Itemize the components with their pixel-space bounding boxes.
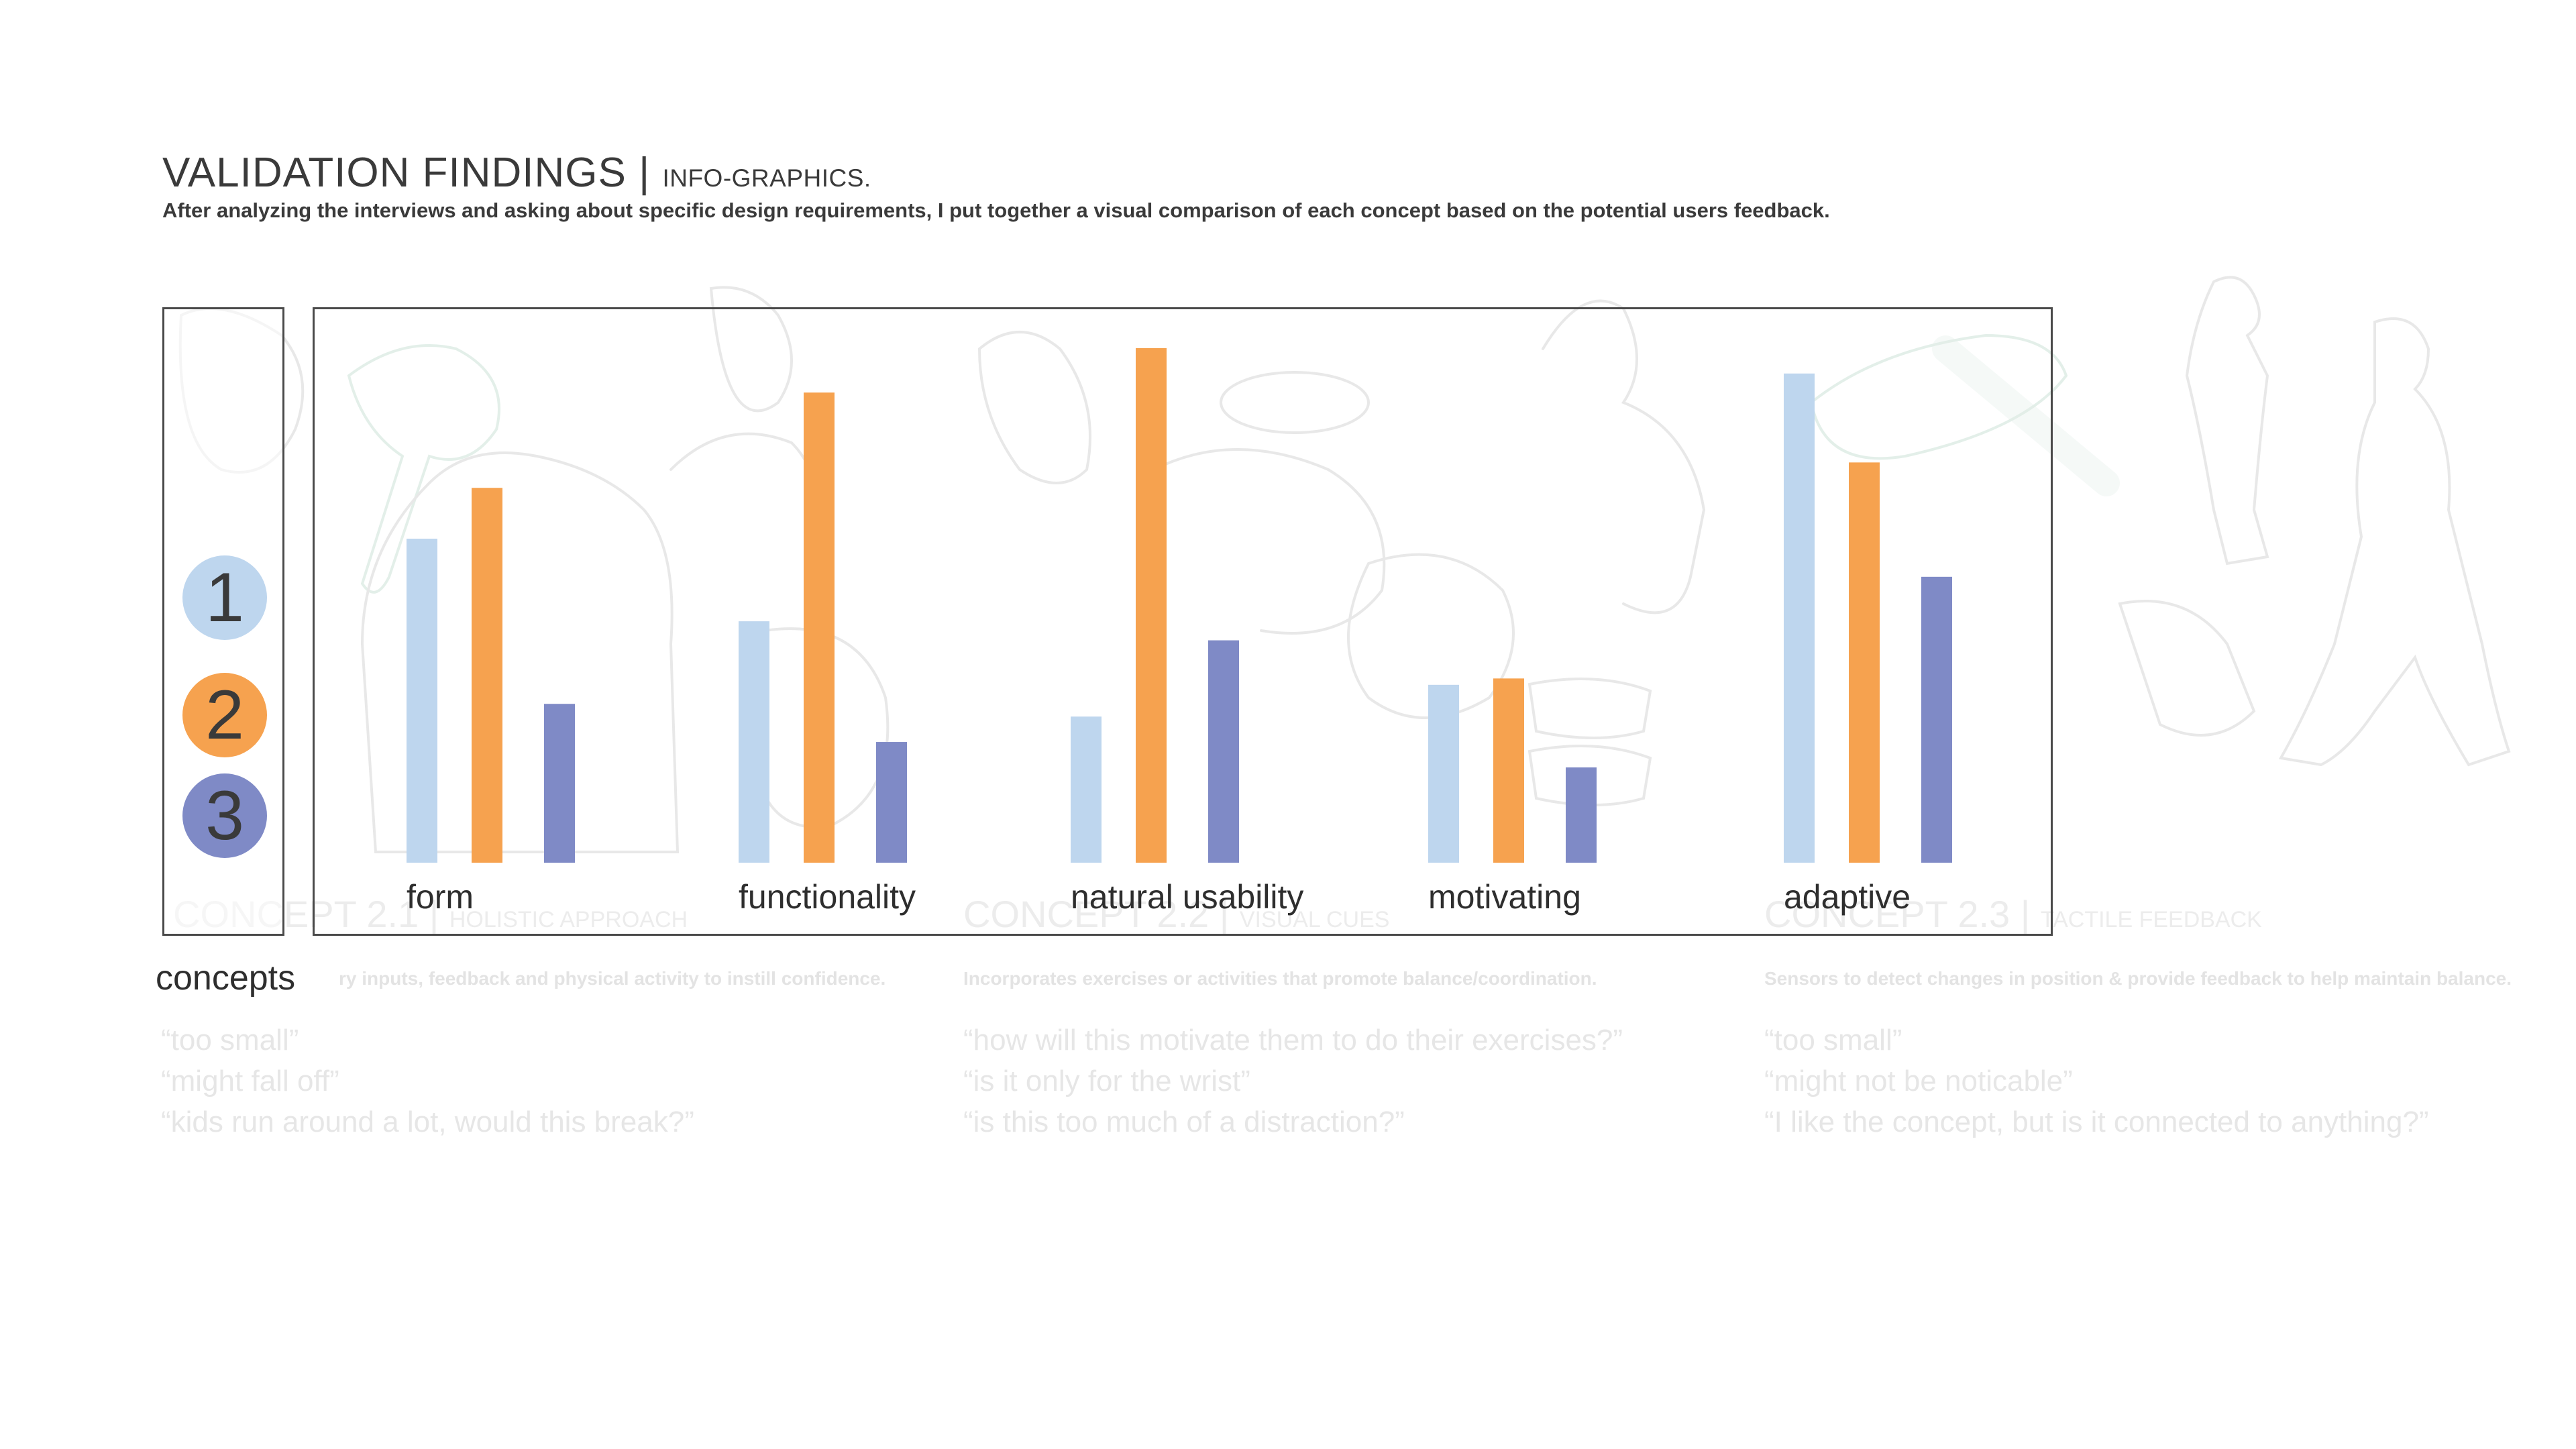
legend-concept-2: 2: [182, 673, 267, 757]
quote: “kids run around a lot, would this break…: [161, 1106, 694, 1138]
bar-functionality-concept-1: [739, 621, 769, 863]
chart-frame: form functionality natural usability motiva…: [313, 307, 2053, 936]
legend-box: 1 2 3: [162, 307, 284, 936]
category-label-adaptive: adaptive: [1784, 878, 1911, 916]
bar-natural-usability-concept-1: [1071, 716, 1102, 863]
quote: “might not be noticable”: [1764, 1065, 2073, 1097]
concept-2-description: Incorporates exercises or activities tha…: [963, 968, 1597, 989]
bar-chart: form functionality natural usability motiva…: [407, 347, 1952, 916]
bar-adaptive-concept-1: [1784, 373, 1815, 863]
concept-3-heading: CONCEPT 2.3 | TACTILE FEEDBACK: [1764, 893, 2262, 935]
concept-2-heading: CONCEPT 2.2 | VISUAL CUES: [963, 893, 1390, 935]
page-title: VALIDATION FINDINGS | INFO-GRAPHICS.: [162, 150, 871, 196]
bar-form-concept-3: [544, 704, 575, 863]
bar-adaptive-concept-3: [1921, 576, 1952, 863]
page-title-tag: INFO-GRAPHICS.: [662, 164, 871, 192]
bar-adaptive-concept-2: [1849, 462, 1880, 863]
quote: “might fall off”: [161, 1065, 339, 1097]
legend-label: concepts: [156, 959, 296, 998]
legend-concept-3: 3: [182, 773, 267, 858]
quote: “is it only for the wrist”: [963, 1065, 1250, 1097]
concept-3-quotes: “too small” “might not be noticable” “I …: [1764, 1020, 2429, 1142]
category-label-form: form: [407, 878, 474, 916]
quote: “too small”: [1764, 1024, 1902, 1057]
concept-1-quotes: “too small” “might fall off” “kids run a…: [161, 1020, 694, 1142]
concept-3-description: Sensors to detect changes in position & …: [1764, 968, 2512, 989]
quote: “how will this motivate them to do their…: [963, 1024, 1623, 1057]
legend-concept-1: 1: [182, 555, 267, 640]
concept-1-description: ry inputs, feedback and physical activit…: [339, 968, 886, 989]
bar-natural-usability-concept-3: [1208, 640, 1239, 863]
bar-motivating-concept-3: [1566, 767, 1597, 863]
concept-2-quotes: “how will this motivate them to do their…: [963, 1020, 1623, 1142]
page-subtitle: After analyzing the interviews and askin…: [162, 199, 1830, 222]
bar-motivating-concept-1: [1428, 684, 1459, 863]
bar-form-concept-1: [407, 539, 437, 863]
quote: “too small”: [161, 1024, 299, 1057]
bar-form-concept-2: [472, 488, 502, 863]
bar-motivating-concept-2: [1493, 678, 1524, 863]
quote: “is this too much of a distraction?”: [963, 1106, 1405, 1138]
category-label-functionality: functionality: [739, 878, 916, 916]
category-label-motivating: motivating: [1428, 878, 1581, 916]
quote: “I like the concept, but is it connected…: [1764, 1106, 2429, 1138]
bar-functionality-concept-2: [804, 392, 835, 863]
bar-natural-usability-concept-2: [1136, 347, 1167, 863]
bar-functionality-concept-3: [876, 742, 907, 863]
category-label-natural-usability: natural usability: [1071, 878, 1303, 916]
